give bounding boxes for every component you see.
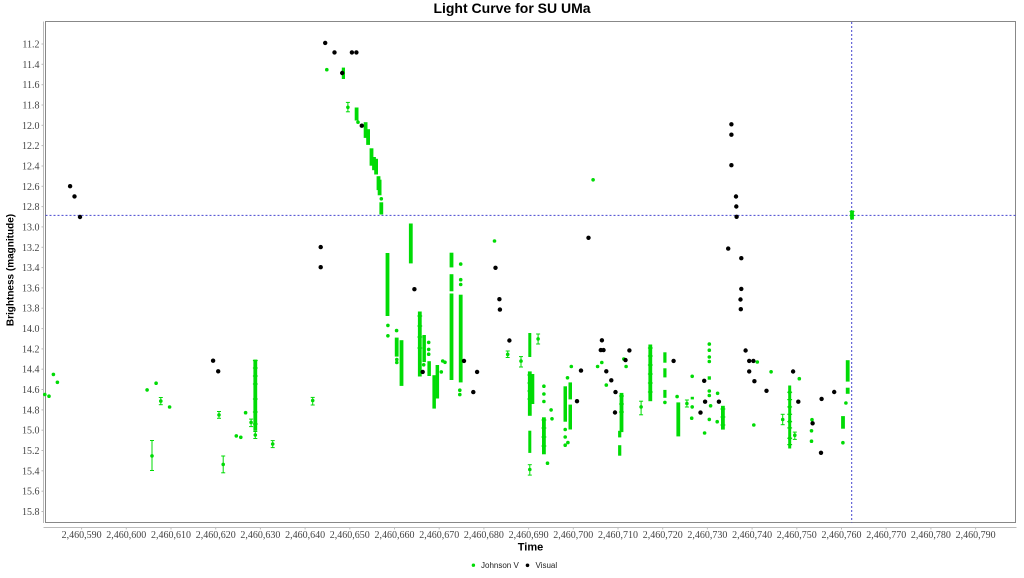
svg-text:13.4: 13.4: [22, 263, 40, 274]
svg-text:Visual: Visual: [536, 561, 558, 570]
svg-text:11.8: 11.8: [22, 101, 39, 112]
svg-text:15.6: 15.6: [22, 487, 40, 498]
svg-text:11.4: 11.4: [22, 60, 39, 71]
svg-text:12.0: 12.0: [22, 121, 40, 132]
svg-text:13.0: 13.0: [22, 222, 40, 233]
svg-text:2,460,680: 2,460,680: [464, 530, 504, 541]
svg-text:15.0: 15.0: [22, 426, 40, 437]
svg-text:2,460,720: 2,460,720: [643, 530, 683, 541]
svg-text:2,460,640: 2,460,640: [285, 530, 325, 541]
svg-text:2,460,750: 2,460,750: [777, 530, 817, 541]
svg-text:2,460,790: 2,460,790: [956, 530, 996, 541]
svg-text:2,460,730: 2,460,730: [687, 530, 727, 541]
svg-text:2,460,770: 2,460,770: [866, 530, 906, 541]
svg-text:14.2: 14.2: [22, 344, 40, 355]
svg-text:2,460,660: 2,460,660: [375, 530, 415, 541]
svg-text:2,460,630: 2,460,630: [240, 530, 280, 541]
svg-text:14.8: 14.8: [22, 405, 40, 416]
svg-text:12.4: 12.4: [22, 162, 40, 173]
svg-text:12.2: 12.2: [22, 141, 40, 152]
svg-text:2,460,740: 2,460,740: [732, 530, 772, 541]
svg-text:Light Curve for SU UMa: Light Curve for SU UMa: [433, 0, 590, 16]
svg-text:2,460,690: 2,460,690: [509, 530, 549, 541]
svg-text:11.6: 11.6: [22, 80, 39, 91]
svg-text:15.2: 15.2: [22, 446, 40, 457]
svg-text:11.2: 11.2: [22, 40, 39, 51]
svg-text:12.6: 12.6: [22, 182, 40, 193]
svg-text:2,460,600: 2,460,600: [106, 530, 146, 541]
svg-text:2,460,700: 2,460,700: [553, 530, 593, 541]
svg-text:2,460,620: 2,460,620: [196, 530, 236, 541]
svg-text:Brightness (magnitude): Brightness (magnitude): [6, 214, 17, 326]
svg-text:12.8: 12.8: [22, 202, 40, 213]
svg-text:Time: Time: [518, 542, 543, 554]
svg-text:2,460,760: 2,460,760: [822, 530, 862, 541]
svg-text:15.4: 15.4: [22, 466, 40, 477]
svg-text:13.2: 13.2: [22, 243, 40, 254]
svg-text:2,460,590: 2,460,590: [62, 530, 102, 541]
svg-text:15.8: 15.8: [22, 507, 40, 518]
svg-text:13.6: 13.6: [22, 283, 40, 294]
svg-text:14.0: 14.0: [22, 324, 40, 335]
svg-text:13.8: 13.8: [22, 304, 40, 315]
svg-text:2,460,710: 2,460,710: [598, 530, 638, 541]
svg-text:2,460,780: 2,460,780: [911, 530, 951, 541]
svg-text:2,460,650: 2,460,650: [330, 530, 370, 541]
svg-text:2,460,670: 2,460,670: [419, 530, 459, 541]
svg-text:14.4: 14.4: [22, 365, 40, 376]
svg-text:14.6: 14.6: [22, 385, 40, 396]
svg-text:Johnson V: Johnson V: [481, 561, 519, 570]
svg-text:2,460,610: 2,460,610: [151, 530, 191, 541]
